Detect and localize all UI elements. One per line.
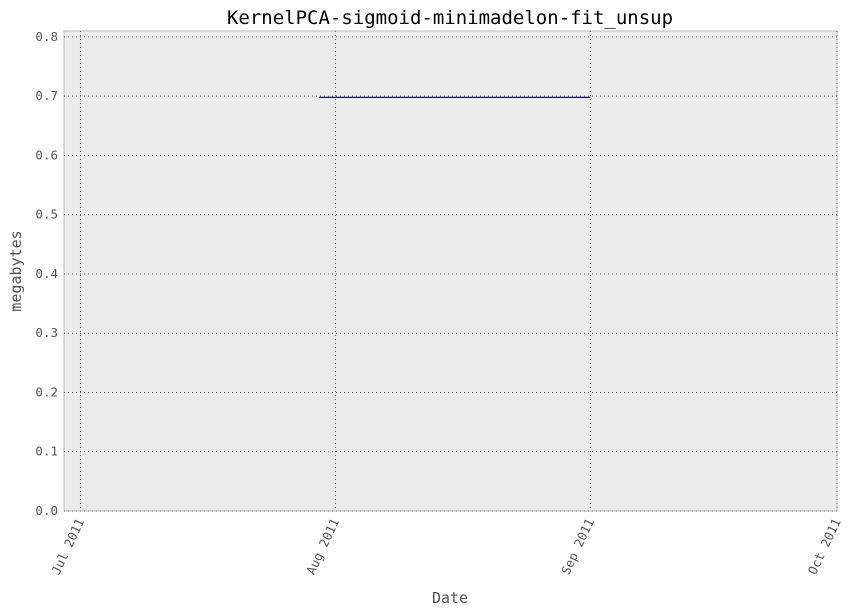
x-tick-label: Aug 2011 (303, 516, 342, 577)
y-tick-label: 0.1 (35, 444, 58, 459)
y-tick-label: 0.8 (35, 29, 58, 44)
y-tick-label: 0.3 (35, 325, 58, 340)
chart-title: KernelPCA-sigmoid-minimadelon-fit_unsup (227, 7, 673, 29)
x-tick-label: Sep 2011 (558, 516, 597, 577)
x-tick-label: Jul 2011 (48, 516, 87, 577)
y-tick-label: 0.6 (35, 147, 58, 162)
y-tick-label: 0.2 (35, 384, 58, 399)
y-tick-label: 0.0 (35, 503, 58, 518)
y-tick-label: 0.7 (35, 88, 58, 103)
y-axis-label: megabytes (7, 230, 25, 311)
plot-area (63, 30, 838, 512)
y-tick-label: 0.5 (35, 207, 58, 222)
x-tick-label: Oct 2011 (805, 516, 844, 577)
y-tick-label: 0.4 (35, 266, 58, 281)
x-axis-label: Date (432, 589, 468, 607)
